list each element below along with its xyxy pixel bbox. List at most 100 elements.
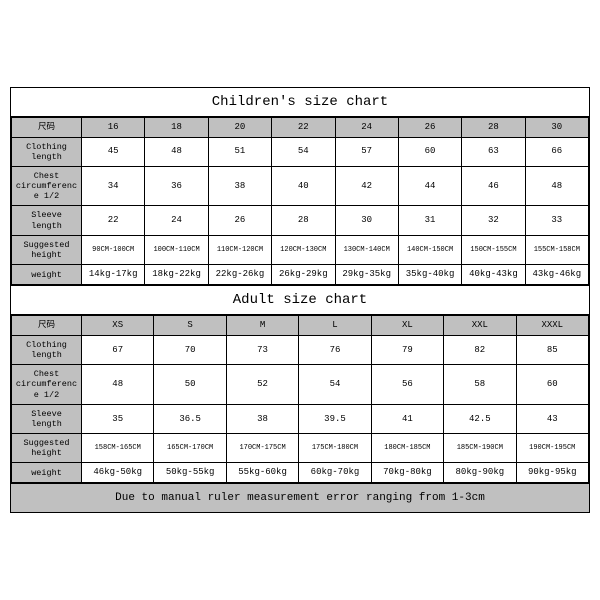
data-cell: 60kg-70kg: [299, 463, 371, 483]
data-cell: 58: [444, 365, 516, 405]
data-cell: 29kg-35kg: [335, 265, 398, 285]
data-cell: 36: [145, 166, 208, 206]
data-cell: 40: [272, 166, 335, 206]
data-cell: 52: [226, 365, 298, 405]
data-cell: 90kg-95kg: [516, 463, 588, 483]
data-cell: 35: [82, 404, 154, 433]
data-cell: 50kg-55kg: [154, 463, 226, 483]
data-cell: 22: [82, 206, 145, 235]
data-cell: 42.5: [444, 404, 516, 433]
size-header: 28: [462, 117, 525, 137]
size-header: S: [154, 316, 226, 336]
data-cell: 14kg-17kg: [82, 265, 145, 285]
data-cell: 41: [371, 404, 443, 433]
data-cell: 76: [299, 335, 371, 364]
data-cell: 66: [525, 137, 588, 166]
size-header: 24: [335, 117, 398, 137]
data-cell: 120CM-130CM: [272, 235, 335, 264]
data-cell: 56: [371, 365, 443, 405]
data-cell: 18kg-22kg: [145, 265, 208, 285]
size-header: M: [226, 316, 298, 336]
data-cell: 30: [335, 206, 398, 235]
data-cell: 43kg-46kg: [525, 265, 588, 285]
data-cell: 150CM-155CM: [462, 235, 525, 264]
row-label: Suggested height: [12, 434, 82, 463]
data-cell: 60: [398, 137, 461, 166]
data-cell: 70: [154, 335, 226, 364]
adult-size-header: 尺码: [12, 316, 82, 336]
data-cell: 130CM-140CM: [335, 235, 398, 264]
data-cell: 38: [226, 404, 298, 433]
data-cell: 34: [82, 166, 145, 206]
table-row: Chest circumference 1/23436384042444648: [12, 166, 589, 206]
row-label: weight: [12, 265, 82, 285]
data-cell: 82: [444, 335, 516, 364]
size-header: L: [299, 316, 371, 336]
data-cell: 73: [226, 335, 298, 364]
children-size-header: 尺码: [12, 117, 82, 137]
size-header: XL: [371, 316, 443, 336]
data-cell: 36.5: [154, 404, 226, 433]
data-cell: 24: [145, 206, 208, 235]
data-cell: 60: [516, 365, 588, 405]
data-cell: 57: [335, 137, 398, 166]
data-cell: 110CM-120CM: [208, 235, 271, 264]
data-cell: 40kg-43kg: [462, 265, 525, 285]
table-row: Suggested height90CM-100CM100CM-110CM110…: [12, 235, 589, 264]
data-cell: 26kg-29kg: [272, 265, 335, 285]
data-cell: 26: [208, 206, 271, 235]
table-row: Sleeve length3536.53839.54142.543: [12, 404, 589, 433]
row-label: Sleeve length: [12, 404, 82, 433]
data-cell: 63: [462, 137, 525, 166]
table-row: Chest circumference 1/248505254565860: [12, 365, 589, 405]
size-chart-container: Children's size chart 尺码 161820222426283…: [10, 87, 590, 514]
size-header: XXXL: [516, 316, 588, 336]
size-header: 26: [398, 117, 461, 137]
data-cell: 48: [525, 166, 588, 206]
data-cell: 45: [82, 137, 145, 166]
data-cell: 190CM-195CM: [516, 434, 588, 463]
row-label: Chest circumference 1/2: [12, 166, 82, 206]
adult-body: Clothing length67707376798285Chest circu…: [12, 335, 589, 482]
data-cell: 54: [272, 137, 335, 166]
children-header-row: 尺码 1618202224262830: [12, 117, 589, 137]
data-cell: 28: [272, 206, 335, 235]
data-cell: 67: [82, 335, 154, 364]
data-cell: 79: [371, 335, 443, 364]
data-cell: 140CM-150CM: [398, 235, 461, 264]
data-cell: 43: [516, 404, 588, 433]
size-header: 20: [208, 117, 271, 137]
children-body: Clothing length4548515457606366Chest cir…: [12, 137, 589, 284]
data-cell: 35kg-40kg: [398, 265, 461, 285]
data-cell: 39.5: [299, 404, 371, 433]
data-cell: 22kg-26kg: [208, 265, 271, 285]
table-row: weight14kg-17kg18kg-22kg22kg-26kg26kg-29…: [12, 265, 589, 285]
data-cell: 180CM-185CM: [371, 434, 443, 463]
children-title: Children's size chart: [11, 88, 589, 117]
table-row: Suggested height158CM-165CM165CM-170CM17…: [12, 434, 589, 463]
data-cell: 46kg-50kg: [82, 463, 154, 483]
size-header: XS: [82, 316, 154, 336]
data-cell: 80kg-90kg: [444, 463, 516, 483]
table-row: Clothing length67707376798285: [12, 335, 589, 364]
row-label: Chest circumference 1/2: [12, 365, 82, 405]
data-cell: 44: [398, 166, 461, 206]
row-label: Clothing length: [12, 335, 82, 364]
data-cell: 90CM-100CM: [82, 235, 145, 264]
measurement-note: Due to manual ruler measurement error ra…: [11, 483, 589, 512]
table-row: Clothing length4548515457606366: [12, 137, 589, 166]
data-cell: 170CM-175CM: [226, 434, 298, 463]
data-cell: 165CM-170CM: [154, 434, 226, 463]
data-cell: 158CM-165CM: [82, 434, 154, 463]
data-cell: 85: [516, 335, 588, 364]
data-cell: 33: [525, 206, 588, 235]
size-header: XXL: [444, 316, 516, 336]
data-cell: 48: [145, 137, 208, 166]
children-table: 尺码 1618202224262830 Clothing length45485…: [11, 117, 589, 285]
data-cell: 32: [462, 206, 525, 235]
data-cell: 50: [154, 365, 226, 405]
data-cell: 46: [462, 166, 525, 206]
data-cell: 100CM-110CM: [145, 235, 208, 264]
row-label: weight: [12, 463, 82, 483]
data-cell: 175CM-180CM: [299, 434, 371, 463]
